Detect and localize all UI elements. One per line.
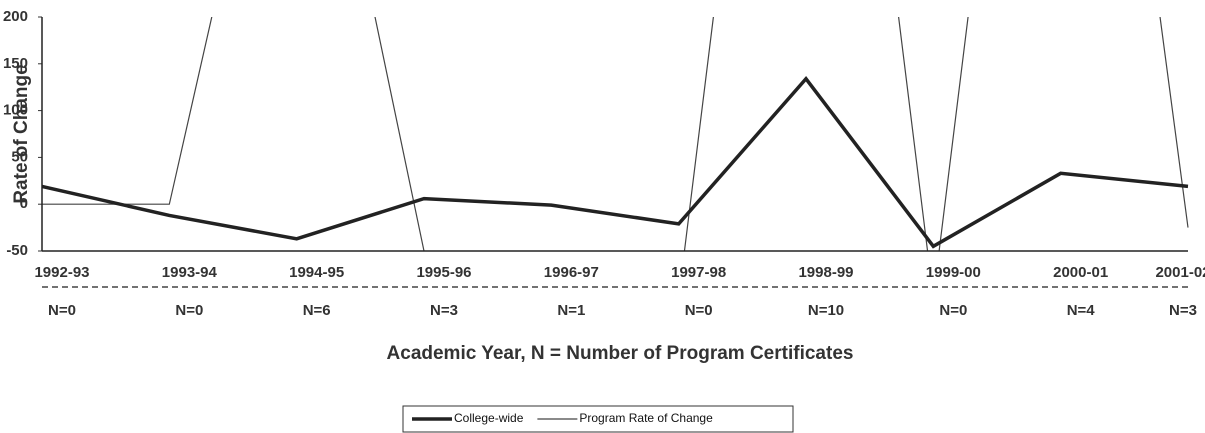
x-tick-label: 1998-99: [798, 264, 853, 281]
x-tick-label: 2001-02: [1155, 264, 1205, 281]
n-label: N=0: [175, 302, 203, 319]
n-label: N=6: [303, 302, 331, 319]
y-tick-label: -50: [6, 242, 28, 259]
n-label: N=0: [939, 302, 967, 319]
x-tick-label: 1994-95: [289, 264, 344, 281]
n-label: N=3: [430, 302, 458, 319]
y-tick-label: 150: [3, 55, 28, 72]
y-tick-label: 50: [11, 148, 28, 165]
y-tick-label: 100: [3, 102, 28, 119]
n-label: N=0: [48, 302, 76, 319]
series-line: [42, 17, 1189, 251]
n-label: N=3: [1169, 302, 1197, 319]
legend-box: [402, 405, 794, 433]
plot-area: [41, 17, 1189, 251]
x-tick-label: 1996-97: [544, 264, 599, 281]
x-axis-title: Academic Year, N = Number of Program Cer…: [387, 343, 854, 364]
x-tick-label: 1997-98: [671, 264, 726, 281]
series-line: [41, 76, 1189, 249]
n-label: N=1: [557, 302, 585, 319]
n-label: N=0: [685, 302, 713, 319]
y-tick-label: 0: [20, 195, 28, 212]
x-tick-label: 1993-94: [162, 264, 218, 281]
legend-label: Program Rate of Change: [579, 411, 713, 425]
legend-label: College-wide: [454, 411, 524, 425]
x-tick-label: 1995-96: [416, 264, 471, 281]
x-tick-label: 2000-01: [1053, 264, 1108, 281]
n-label: N=10: [808, 302, 844, 319]
y-tick-label: 200: [3, 8, 28, 25]
n-label: N=4: [1067, 302, 1096, 319]
x-tick-label: 1992-93: [34, 264, 89, 281]
x-tick-label: 1999-00: [926, 264, 981, 281]
y-axis-title: Rate of Change: [11, 64, 32, 203]
